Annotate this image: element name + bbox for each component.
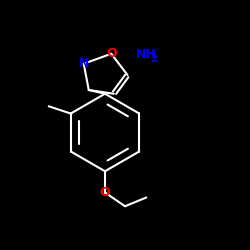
Text: O: O	[100, 186, 110, 199]
Text: NH: NH	[136, 48, 157, 62]
Text: O: O	[106, 47, 117, 60]
Text: 2: 2	[150, 54, 157, 64]
Text: N: N	[78, 57, 89, 70]
